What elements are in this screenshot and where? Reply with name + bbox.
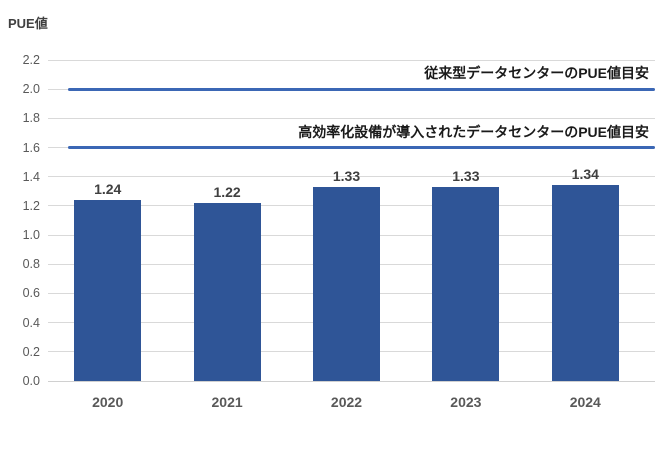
x-tick-label: 2024 [569, 394, 601, 410]
y-tick-label: 1.8 [22, 111, 40, 126]
bar-value-label: 1.33 [332, 167, 361, 184]
bar-2022 [313, 186, 380, 381]
x-tick-label: 2023 [450, 394, 482, 410]
reference-line [68, 87, 655, 91]
gridline [48, 176, 655, 178]
y-tick-label: 0.8 [22, 257, 40, 272]
y-axis-title: PUE値 [8, 16, 48, 31]
x-tick-label: 2020 [92, 394, 124, 410]
y-tick-label: 0.6 [22, 286, 40, 301]
reference-line-label: 高効率化設備が導入されたデータセンターのPUE値目安 [298, 123, 649, 140]
bar-2020 [74, 200, 142, 381]
plot-area: 1.24 1.22 1.33 1.33 1.34 従来型データセンターのPUE値目安高効… [48, 59, 655, 382]
y-tick-label: 0.4 [22, 315, 40, 330]
y-tick-label: 1.2 [22, 198, 40, 213]
y-tick-label: 1.0 [22, 228, 40, 243]
bar-value-label: 1.22 [213, 183, 241, 200]
bar-value-label: 1.34 [571, 166, 599, 183]
gridline [48, 117, 655, 119]
reference-line [68, 146, 655, 150]
bar-2021 [193, 203, 261, 381]
y-tick-label: 0.0 [22, 374, 40, 388]
y-tick-label: 2.0 [22, 82, 40, 97]
x-tick-label: 2022 [330, 394, 363, 410]
x-axis-line [48, 380, 655, 382]
bar-2023 [432, 186, 500, 381]
bar-value-label: 1.24 [94, 181, 122, 198]
y-tick-label: 1.6 [22, 140, 40, 155]
y-tick-label: 0.2 [22, 344, 40, 359]
y-tick-label: 2.2 [22, 53, 40, 67]
bar-2024 [551, 185, 619, 381]
y-tick-label: 1.4 [22, 169, 40, 184]
x-tick-label: 2021 [211, 394, 243, 410]
gridline [48, 59, 655, 61]
reference-line-label: 従来型データセンターのPUE値目安 [424, 65, 649, 82]
bar-value-label: 1.33 [452, 167, 480, 184]
